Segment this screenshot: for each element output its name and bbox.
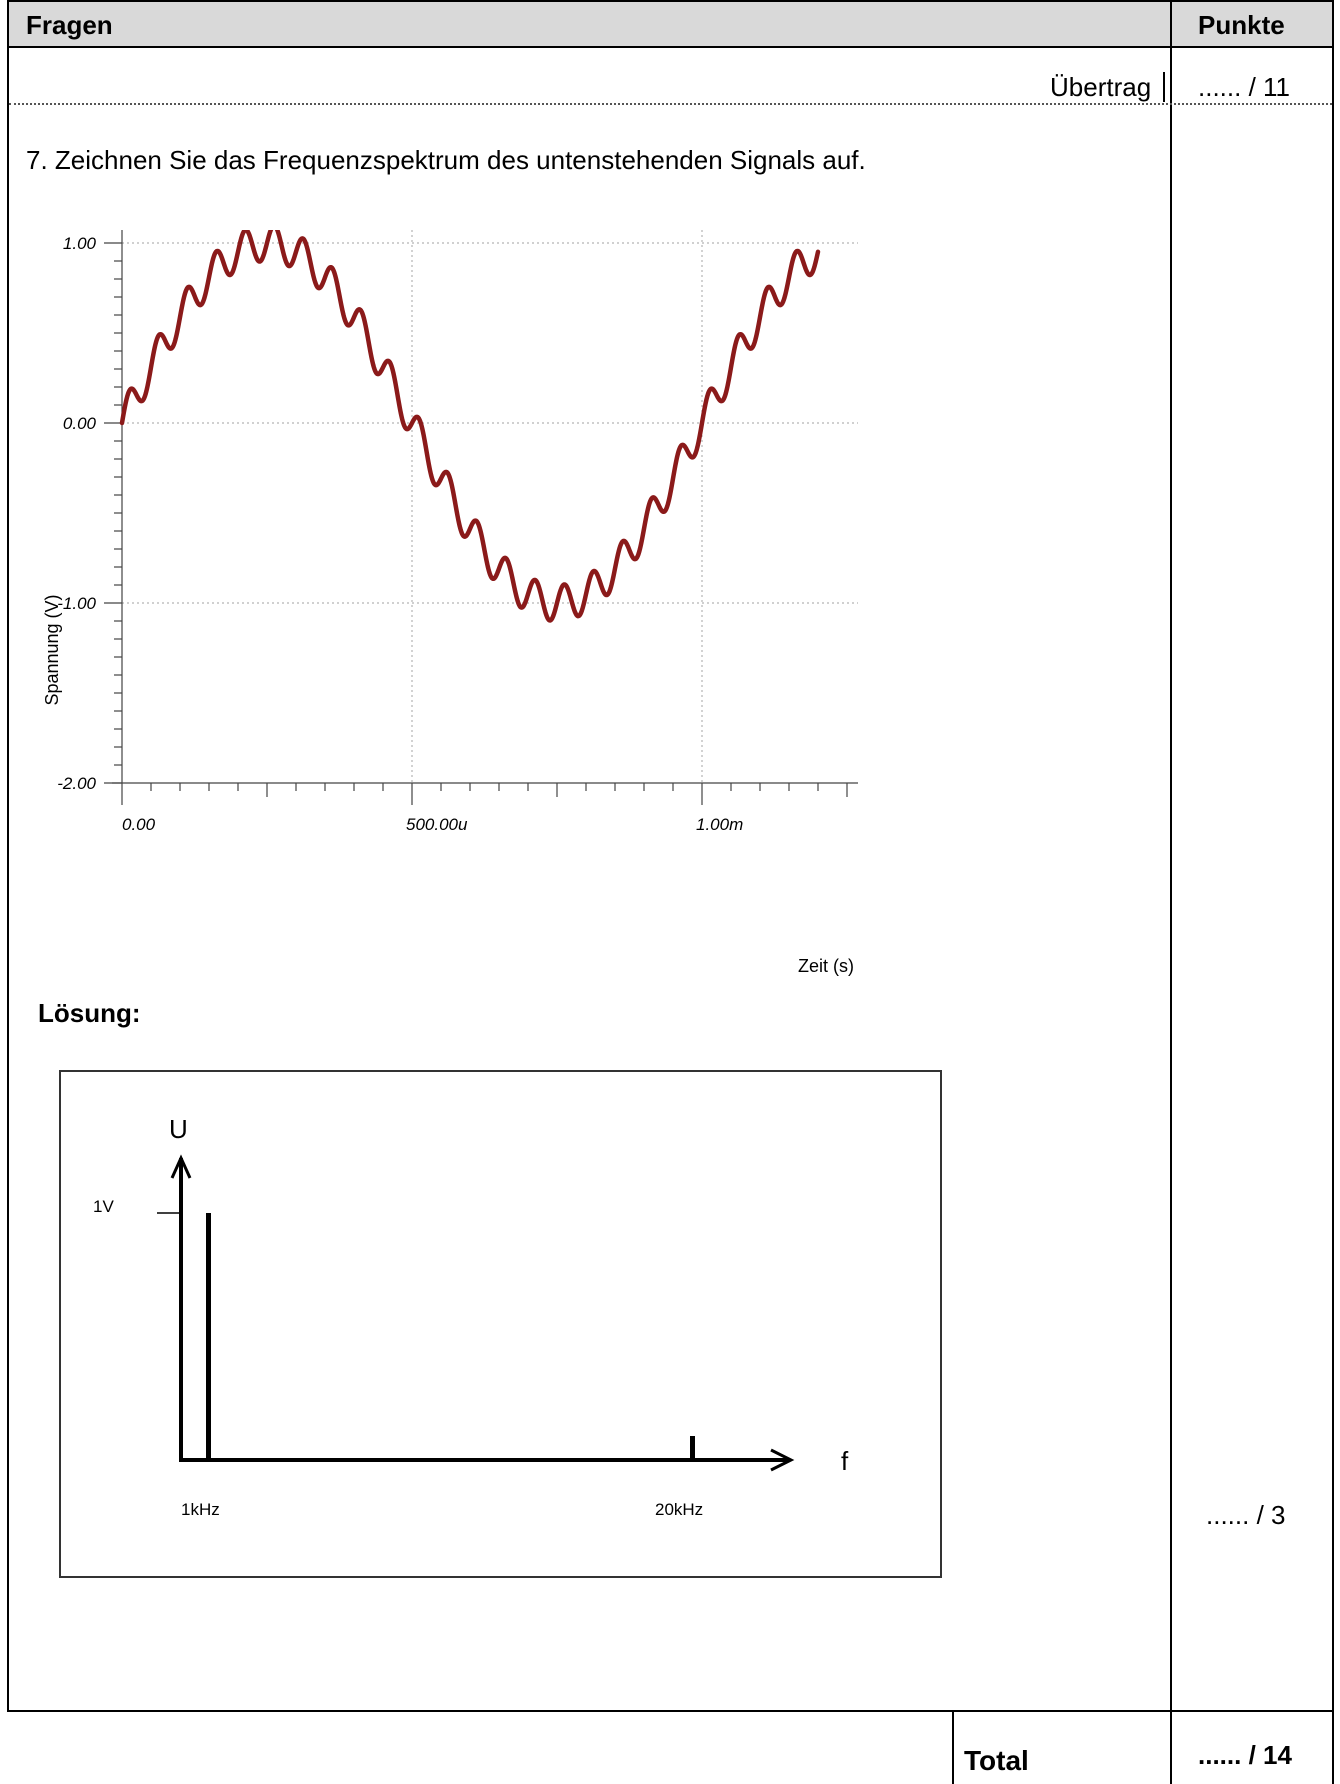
- f-axis-arrow: [770, 1448, 795, 1472]
- header-fragen: Fragen: [26, 10, 113, 40]
- question-points: ...... / 3: [1206, 1500, 1286, 1530]
- carry-points: ...... / 11: [1198, 72, 1291, 102]
- f-label: f: [841, 1446, 849, 1476]
- y-tick-label: 1.00: [63, 234, 97, 253]
- signal-axes: [104, 230, 858, 805]
- signal-grid: [122, 230, 858, 783]
- spectrum-diagram: U f 1V 1kHz 20kHz: [93, 1114, 849, 1519]
- header-bottom-border: [7, 46, 1334, 48]
- signal-chart: 1.00 0.00 -1.00 -2.00 0.00 500.00u 1.00m Spann…: [42, 230, 858, 976]
- header-punkte: Punkte: [1198, 10, 1285, 40]
- one-v-label: 1V: [93, 1197, 114, 1216]
- x-tick-label: 0.00: [122, 815, 156, 834]
- total-column-divider: [952, 1710, 954, 1784]
- solution-box: [59, 1070, 942, 1578]
- table-column-divider: [1170, 0, 1172, 1784]
- total-points: ...... / 14: [1198, 1740, 1292, 1770]
- signal-y-axis-label: Spannung (V): [42, 594, 62, 705]
- x-tick-label: 1.00m: [696, 815, 743, 834]
- spectrum-line-20khz: [690, 1436, 695, 1460]
- y-tick-label: -1.00: [57, 594, 96, 613]
- table-bottom-border: [7, 1710, 1334, 1712]
- y-tick-label: -2.00: [57, 774, 96, 793]
- spectrum-line-1khz: [206, 1213, 211, 1460]
- carry-label-underline: [1163, 72, 1165, 102]
- signal-x-axis-label: Zeit (s): [798, 956, 854, 976]
- signal-tick-labels: 1.00 0.00 -1.00 -2.00 0.00 500.00u 1.00m: [57, 234, 743, 834]
- carry-label: Übertrag: [1050, 72, 1152, 102]
- u-axis-arrow: [170, 1154, 192, 1179]
- table-top-border: [7, 0, 1334, 2]
- y-tick-label: 0.00: [63, 414, 97, 433]
- carry-divider: [9, 103, 1332, 105]
- u-label: U: [169, 1114, 188, 1144]
- signal-line: [119, 230, 821, 623]
- f2-label: 20kHz: [655, 1500, 703, 1519]
- solution-label: Lösung:: [38, 998, 141, 1028]
- f1-label: 1kHz: [181, 1500, 220, 1519]
- table-left-border: [7, 0, 9, 1712]
- table-right-border: [1332, 0, 1334, 1784]
- question-text: 7. Zeichnen Sie das Frequenzspektrum des…: [26, 145, 866, 175]
- header-right-bg: [1172, 0, 1334, 46]
- header-left-bg: [8, 0, 1170, 46]
- total-label: Total: [964, 1745, 1029, 1776]
- x-tick-label: 500.00u: [406, 815, 468, 834]
